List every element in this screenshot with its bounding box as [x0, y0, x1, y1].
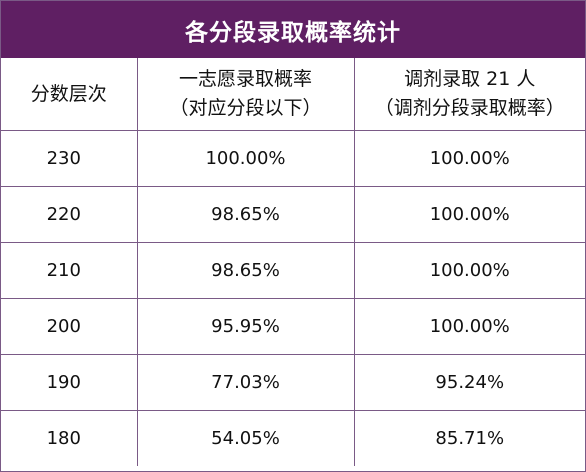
adjust-cell: 100.00%	[354, 242, 585, 299]
adjust-cell: 95.24%	[354, 354, 585, 411]
adjust-cell: 100.00%	[354, 186, 585, 243]
first-choice-cell: 95.95%	[137, 298, 355, 355]
header-first-choice-line2: （对应分段以下）	[169, 97, 322, 119]
first-choice-cell: 98.65%	[137, 186, 355, 243]
table-row: 190 77.03% 95.24%	[1, 354, 585, 411]
table-row: 210 98.65% 100.00%	[1, 242, 585, 299]
header-adjust-line1: 调剂录取 21 人	[404, 68, 536, 90]
header-adjust-line2: （调剂分段录取概率）	[374, 97, 565, 119]
table-title: 各分段录取概率统计	[1, 1, 585, 58]
header-first-choice: 一志愿录取概率 （对应分段以下）	[137, 58, 355, 131]
header-adjust: 调剂录取 21 人 （调剂分段录取概率）	[354, 58, 585, 131]
adjust-cell: 100.00%	[354, 298, 585, 355]
score-cell: 230	[1, 130, 138, 187]
table-row: 220 98.65% 100.00%	[1, 186, 585, 243]
table-row: 230 100.00% 100.00%	[1, 130, 585, 187]
score-cell: 190	[1, 354, 138, 411]
table-row: 200 95.95% 100.00%	[1, 298, 585, 355]
header-row: 分数层次 一志愿录取概率 （对应分段以下） 调剂录取 21 人 （调剂分段录取概…	[1, 58, 585, 131]
table-row: 180 54.05% 85.71%	[1, 410, 585, 466]
score-cell: 220	[1, 186, 138, 243]
header-score-level: 分数层次	[1, 58, 138, 131]
adjust-cell: 85.71%	[435, 428, 505, 449]
score-cell: 210	[1, 242, 138, 299]
header-first-choice-line1: 一志愿录取概率	[178, 68, 312, 90]
first-choice-cell: 77.03%	[137, 354, 355, 411]
adjust-cell: 100.00%	[354, 130, 585, 187]
first-choice-cell: 54.05%	[137, 410, 355, 466]
score-cell: 200	[1, 298, 138, 355]
score-cell: 180	[1, 410, 138, 466]
first-choice-cell: 98.65%	[137, 242, 355, 299]
probability-table: 分数层次 一志愿录取概率 （对应分段以下） 调剂录取 21 人 （调剂分段录取概…	[1, 58, 585, 466]
first-choice-cell: 100.00%	[137, 130, 355, 187]
